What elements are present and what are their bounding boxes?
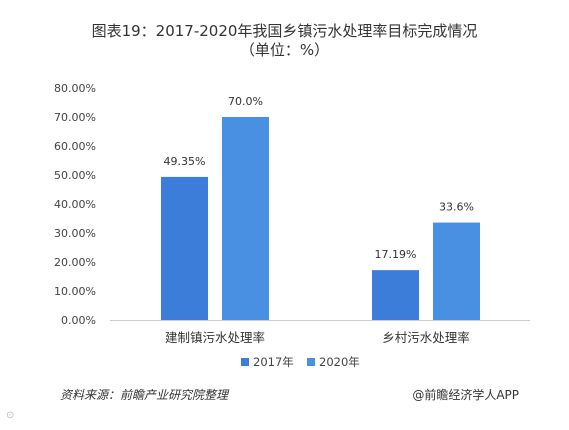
source-note: 资料来源：前瞻产业研究院整理 (60, 388, 229, 402)
y-tick-label: 60.00% (54, 140, 96, 153)
y-tick-label: 70.00% (54, 111, 96, 124)
legend-swatch (241, 358, 249, 366)
y-tick-label: 40.00% (54, 198, 96, 211)
x-category-label: 乡村污水处理率 (382, 330, 470, 345)
y-tick-label: 10.00% (54, 285, 96, 298)
y-tick-label: 20.00% (54, 256, 96, 269)
y-tick-label: 0.00% (61, 314, 96, 327)
bar-2017年-1 (372, 270, 419, 320)
y-tick-label: 80.00% (54, 82, 96, 95)
data-label: 49.35% (164, 155, 206, 168)
bar-2020年-0 (222, 117, 269, 320)
data-label: 70.0% (228, 95, 263, 108)
legend-label: 2020年 (319, 355, 360, 369)
data-label: 17.19% (375, 248, 417, 261)
bar-2020年-1 (433, 222, 480, 320)
legend-swatch (307, 358, 315, 366)
chart-title-line1: 图表19：2017-2020年我国乡镇污水处理率目标完成情况 (91, 22, 478, 40)
corner-logo-icon: ⊙ (6, 410, 15, 421)
chart-title-line2: （单位：%） (239, 41, 330, 59)
x-category-label: 建制镇污水处理率 (165, 330, 265, 345)
chart-title: 图表19：2017-2020年我国乡镇污水处理率目标完成情况 （单位：%） (0, 22, 569, 60)
data-label: 33.6% (439, 201, 474, 214)
y-tick-label: 30.00% (54, 227, 96, 240)
brand-credit: @前瞻经济学人APP (412, 388, 519, 402)
bar-2017年-0 (161, 176, 208, 320)
legend-label: 2017年 (253, 355, 294, 369)
y-tick-label: 50.00% (54, 169, 96, 182)
